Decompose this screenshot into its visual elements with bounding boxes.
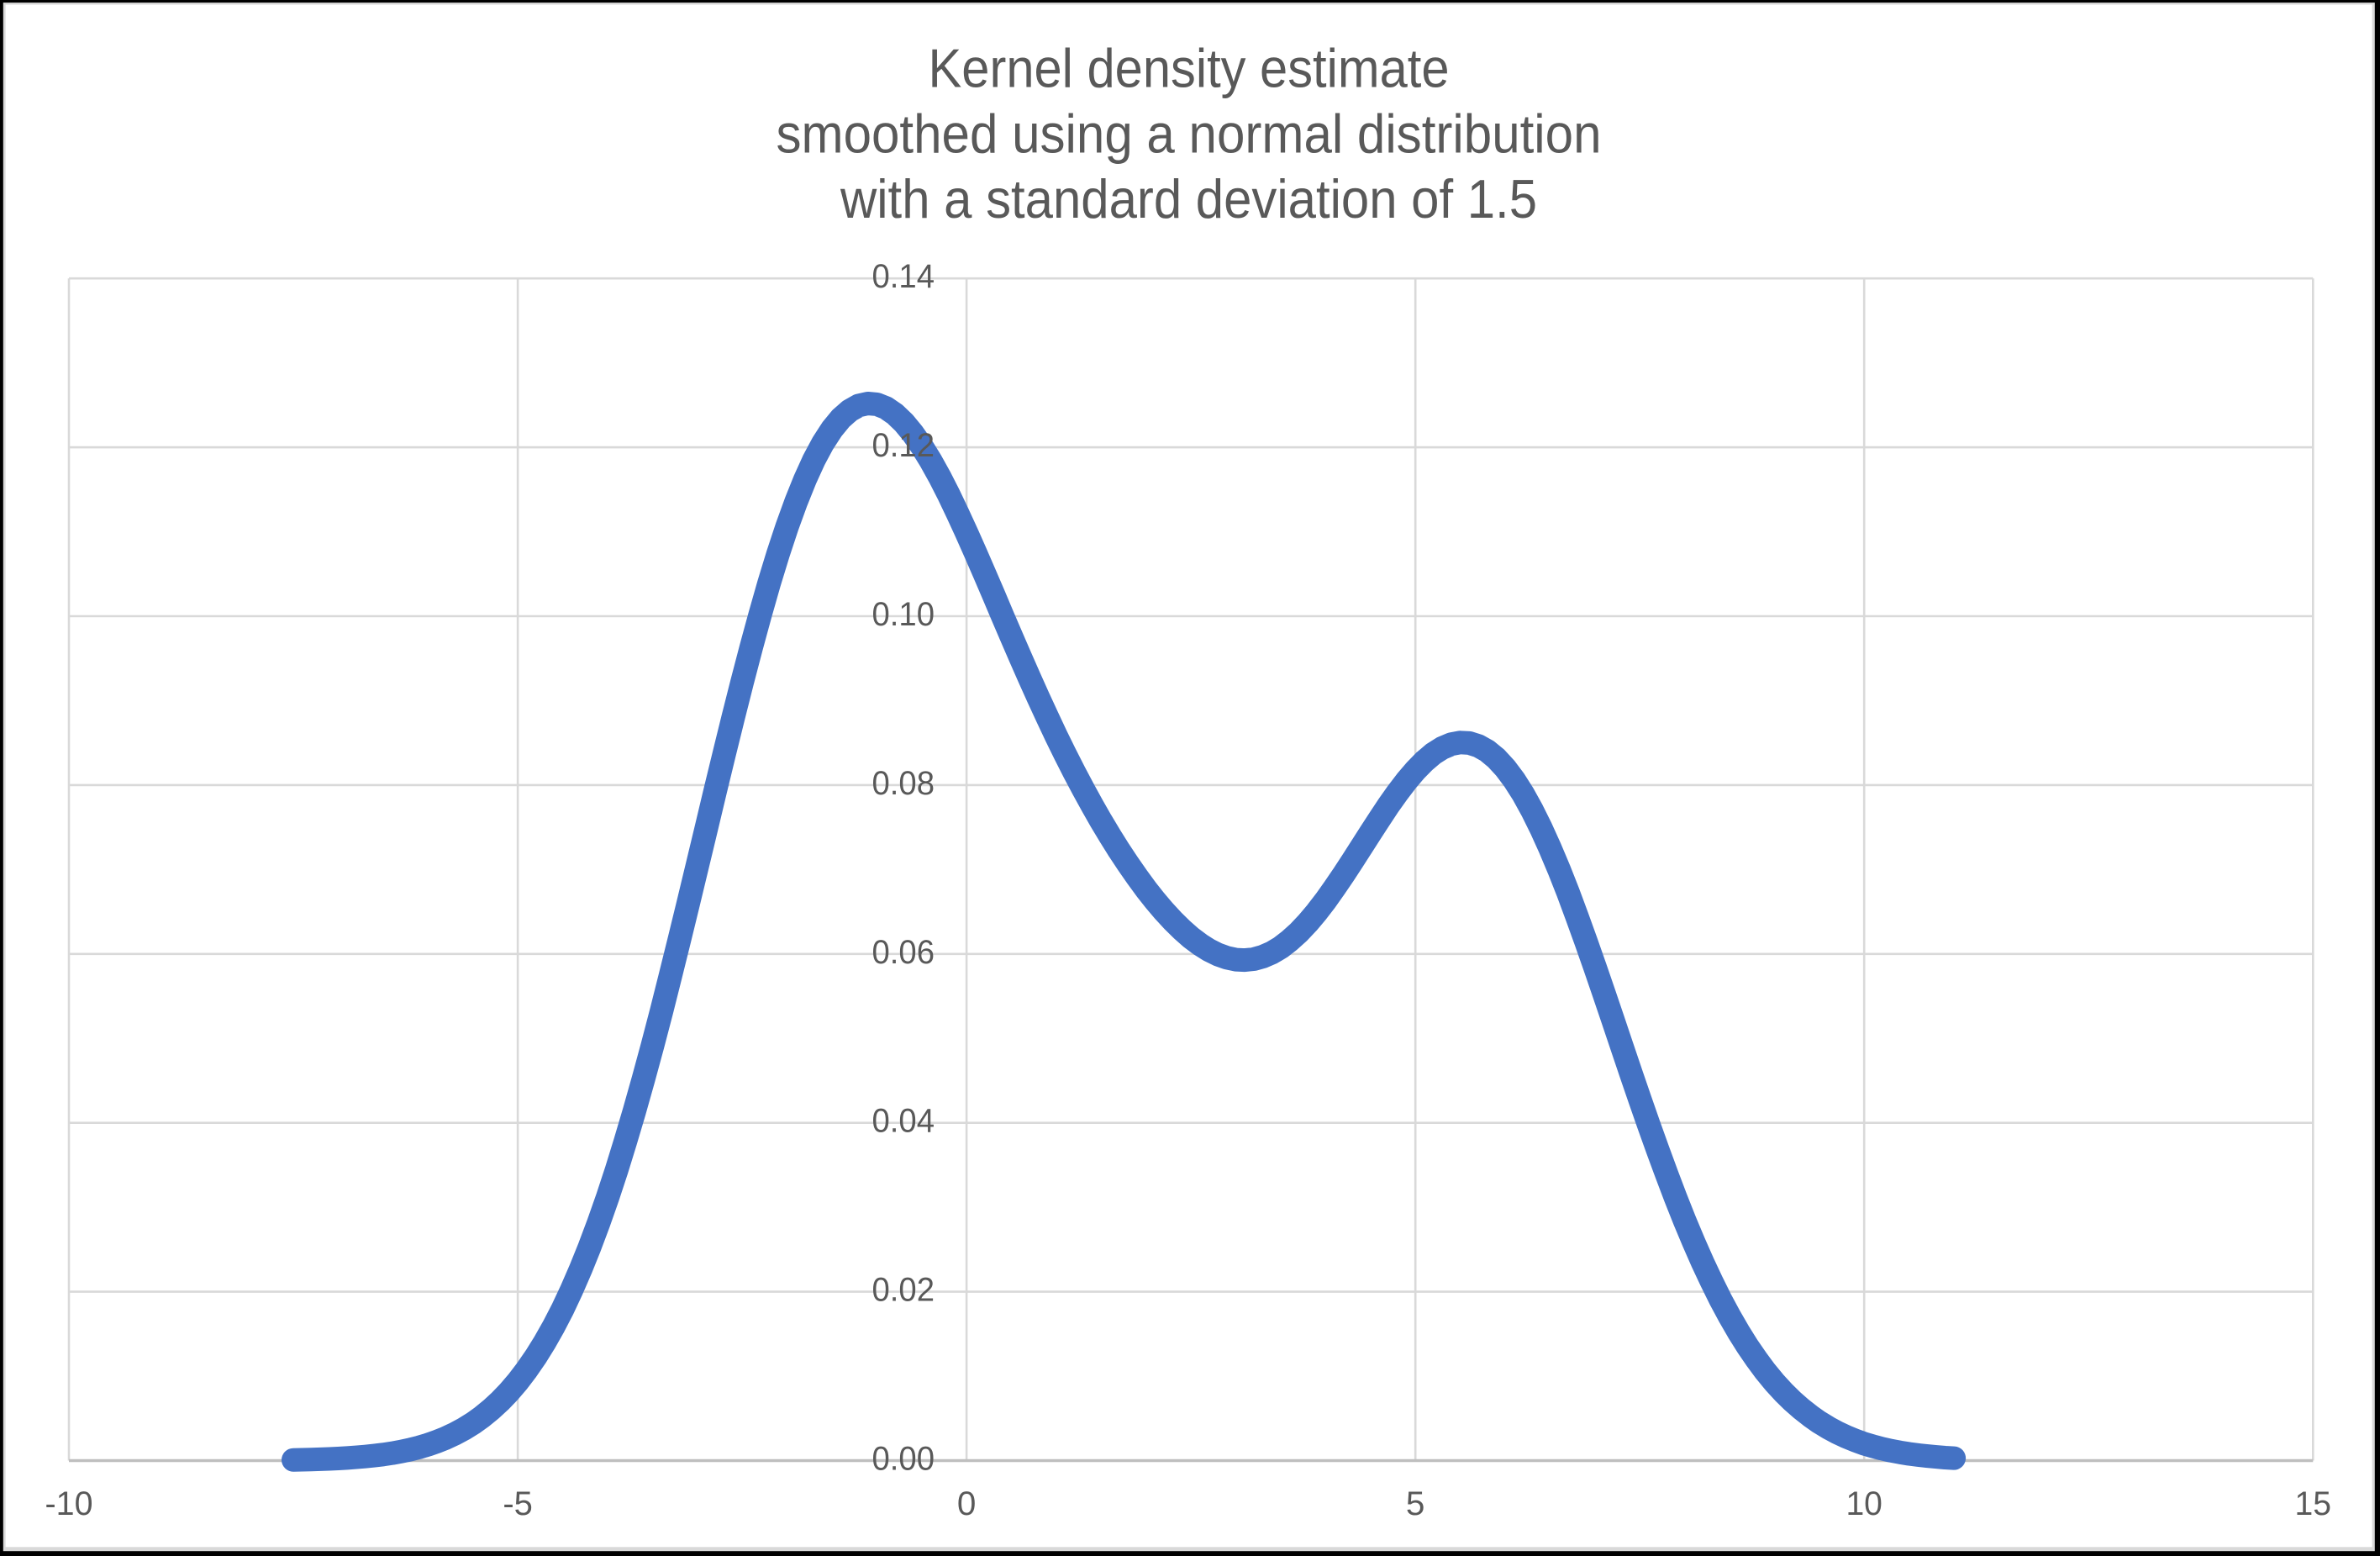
svg-text:smoothed using a normal distri: smoothed using a normal distribution	[777, 103, 1602, 165]
svg-text:with a standard deviation of 1: with a standard deviation of 1.5	[840, 168, 1537, 229]
svg-text:0.06: 0.06	[872, 934, 935, 971]
svg-text:10: 10	[1846, 1485, 1882, 1522]
svg-text:0.04: 0.04	[872, 1103, 935, 1140]
svg-text:0.12: 0.12	[872, 427, 935, 464]
svg-text:5: 5	[1406, 1485, 1425, 1522]
svg-text:0.10: 0.10	[872, 596, 935, 633]
svg-text:0: 0	[957, 1485, 977, 1522]
svg-text:0.02: 0.02	[872, 1272, 935, 1309]
svg-text:15: 15	[2295, 1485, 2332, 1522]
svg-text:0.00: 0.00	[872, 1441, 935, 1478]
svg-text:-5: -5	[503, 1485, 533, 1522]
svg-text:Kernel density estimate: Kernel density estimate	[929, 38, 1450, 99]
svg-text:0.08: 0.08	[872, 765, 935, 802]
svg-text:0.14: 0.14	[872, 258, 935, 295]
svg-text:-10: -10	[45, 1485, 93, 1522]
